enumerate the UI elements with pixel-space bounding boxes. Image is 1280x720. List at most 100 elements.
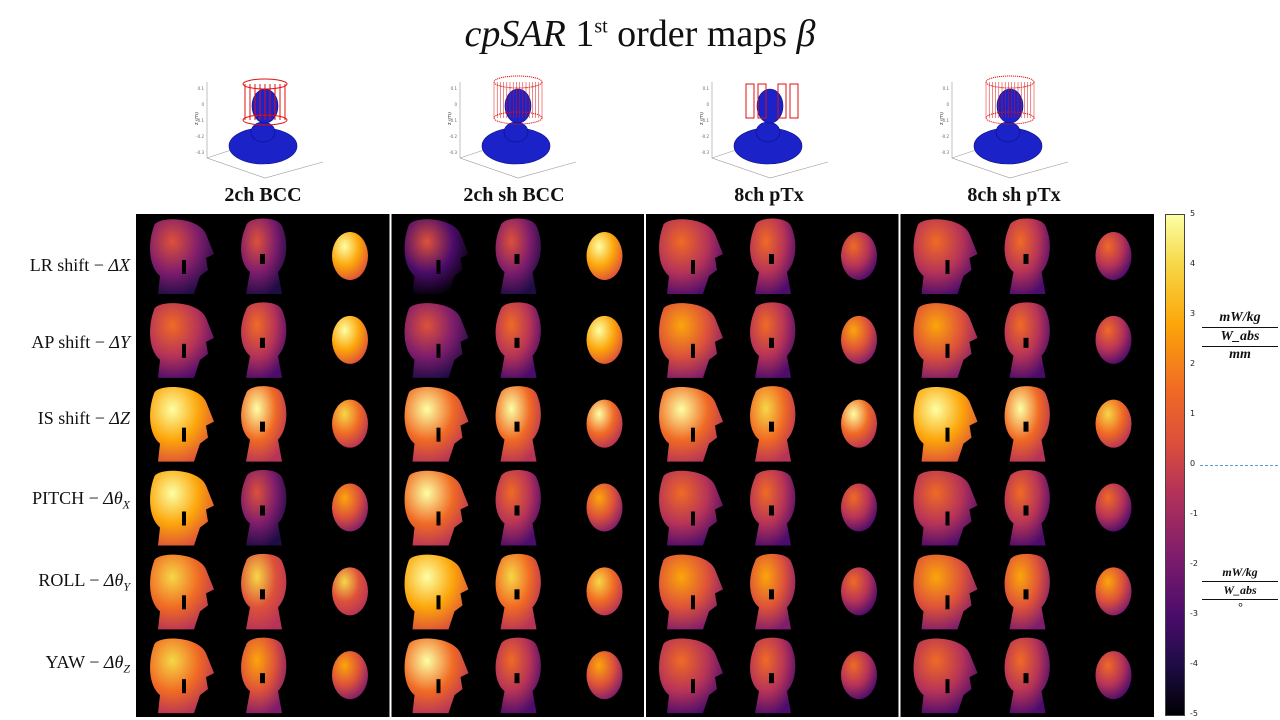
airway-mark — [769, 505, 774, 516]
svg-text:0.1: 0.1 — [198, 86, 205, 91]
axis-label-z: z (m) — [940, 112, 945, 125]
figure-title: cpSAR 1st order maps β — [0, 12, 1280, 56]
sagittal-slice — [404, 219, 469, 294]
airway-mark — [514, 254, 520, 264]
axial-slice — [586, 483, 623, 532]
colorbar-tick: 5 — [1190, 209, 1196, 218]
neck-shape — [755, 121, 781, 143]
airway-mark — [769, 589, 774, 600]
svg-text:-0.1: -0.1 — [196, 118, 204, 123]
sagittal-slice — [913, 219, 978, 294]
sagittal-slice — [659, 554, 723, 630]
airway-mark — [1023, 673, 1029, 684]
axis-label-z: z (m) — [195, 112, 200, 125]
airway-mark — [691, 511, 695, 526]
sagittal-slice — [150, 470, 214, 546]
sagittal-slice — [150, 219, 214, 294]
airway-mark — [945, 427, 950, 442]
svg-text:0: 0 — [706, 102, 709, 107]
airway-mark — [1023, 337, 1029, 348]
airway-mark — [436, 427, 441, 442]
airway-mark — [1023, 421, 1029, 432]
airway-mark — [691, 679, 695, 694]
svg-text:0: 0 — [946, 102, 949, 107]
sagittal-slice — [659, 386, 723, 462]
row-label-ap-shift: AP shift − ΔY — [31, 332, 130, 352]
axial-slice — [1095, 567, 1132, 616]
head-shape — [756, 88, 784, 124]
coil-model-8ch-sh-ptx: z (m) 0.1 0 -0.1 -0.2 -0.3 — [940, 75, 1069, 179]
colorbar-tick: 0 — [1190, 459, 1196, 468]
airway-mark — [1023, 254, 1029, 264]
sagittal-slice — [404, 386, 469, 462]
airway-mark — [182, 427, 186, 442]
airway-mark — [945, 511, 950, 526]
airway-mark — [691, 595, 695, 610]
axial-slice — [332, 399, 368, 448]
colorbar-tick: 3 — [1190, 309, 1196, 318]
sagittal-slice — [659, 470, 723, 546]
sar-map-grid — [136, 214, 1154, 717]
airway-mark — [514, 673, 520, 684]
svg-text:-0.3: -0.3 — [941, 150, 949, 155]
colorbar-tick: 4 — [1190, 259, 1196, 268]
row-label-is-shift: IS shift − ΔZ — [37, 408, 130, 428]
row-label-roll: ROLL − ΔθY — [38, 570, 130, 594]
airway-mark — [769, 673, 774, 684]
airway-mark — [514, 421, 520, 432]
axial-slice — [841, 232, 877, 280]
axial-slice — [841, 399, 877, 448]
airway-mark — [691, 343, 695, 358]
svg-text:-0.3: -0.3 — [701, 150, 709, 155]
colorbar-tick: -3 — [1190, 609, 1198, 618]
row-label-pitch: PITCH − ΔθX — [32, 488, 130, 512]
axial-slice — [841, 483, 877, 532]
airway-mark — [260, 589, 265, 600]
sagittal-slice — [913, 386, 978, 462]
sagittal-slice — [659, 303, 723, 378]
sagittal-slice — [404, 554, 469, 630]
airway-mark — [182, 595, 186, 610]
colorbar-tick: -5 — [1190, 709, 1198, 718]
coil-wires — [242, 78, 288, 126]
axial-slice — [1095, 483, 1132, 532]
axial-slice — [332, 315, 368, 364]
airway-mark — [182, 343, 186, 358]
colorbar-tick: -1 — [1190, 509, 1198, 518]
svg-text:-0.3: -0.3 — [196, 150, 204, 155]
airway-mark — [514, 337, 520, 348]
row-label-lr-shift: LR shift − ΔX — [29, 255, 130, 275]
sagittal-slice — [404, 470, 469, 546]
airway-mark — [182, 511, 186, 526]
axial-slice — [332, 651, 368, 700]
sagittal-slice — [150, 638, 214, 714]
airway-mark — [769, 254, 774, 264]
title-superscript: st — [594, 15, 608, 38]
coil-model-8ch-ptx: z (m) 0.1 0 -0.1 -0.2 -0.3 — [700, 82, 829, 179]
airway-mark — [260, 337, 265, 348]
head-shape — [996, 88, 1024, 124]
svg-text:0.1: 0.1 — [943, 86, 950, 91]
unit-per-degree: mW/kg W_abs ° — [1202, 565, 1278, 615]
airway-mark — [945, 679, 950, 694]
airway-mark — [945, 260, 950, 274]
row-label-yaw: YAW − ΔθZ — [45, 652, 130, 676]
neck-shape — [995, 121, 1021, 143]
axial-slice — [1095, 232, 1132, 280]
unit-per-mm: mW/kg W_abs mm — [1202, 310, 1278, 363]
colorbar-tick: 2 — [1190, 359, 1196, 368]
axial-slice — [586, 651, 623, 700]
zero-dashed-line — [1200, 465, 1278, 466]
title-order-number: 1 — [565, 13, 595, 55]
coil-model-2ch-sh-bcc: z (m) 0.1 0 -0.1 -0.2 -0.3 — [448, 75, 577, 179]
coil-wires — [493, 75, 543, 125]
axial-slice — [1095, 399, 1132, 448]
sagittal-slice — [150, 554, 214, 630]
svg-text:-0.1: -0.1 — [701, 118, 709, 123]
axis-label-z: z (m) — [700, 112, 705, 125]
sagittal-slice — [404, 638, 469, 714]
airway-mark — [436, 260, 441, 274]
coil-label-8ch-ptx: 8ch pTx — [734, 184, 804, 206]
colorbar-tick: -2 — [1190, 559, 1198, 568]
coil-label-2ch-sh-bcc: 2ch sh BCC — [463, 184, 565, 206]
